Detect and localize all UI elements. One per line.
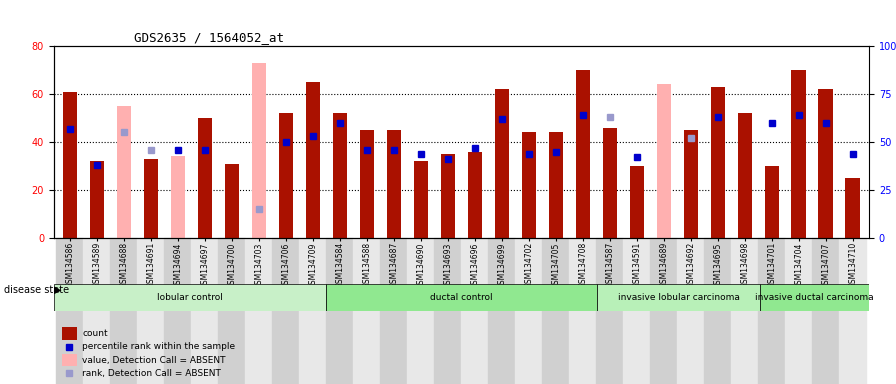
Bar <box>252 63 266 238</box>
Text: invasive ductal carcinoma: invasive ductal carcinoma <box>755 293 874 302</box>
Text: rank, Detection Call = ABSENT: rank, Detection Call = ABSENT <box>82 369 221 378</box>
Bar <box>192 238 219 384</box>
Bar <box>62 327 76 339</box>
Bar <box>840 238 866 384</box>
Text: invasive lobular carcinoma: invasive lobular carcinoma <box>618 293 740 302</box>
Bar <box>650 238 677 384</box>
Bar <box>306 82 321 238</box>
Bar <box>83 238 110 384</box>
Bar <box>657 84 671 238</box>
FancyBboxPatch shape <box>325 284 598 311</box>
Bar <box>764 166 780 238</box>
Text: disease state: disease state <box>4 285 70 295</box>
Bar <box>468 152 482 238</box>
Bar <box>408 238 435 384</box>
Bar <box>414 161 428 238</box>
Bar <box>575 70 590 238</box>
Bar <box>246 238 272 384</box>
Bar <box>684 130 698 238</box>
Bar <box>515 238 542 384</box>
Bar <box>170 157 185 238</box>
Text: count: count <box>82 329 108 338</box>
Bar <box>219 238 246 384</box>
Bar <box>299 238 326 384</box>
Bar <box>630 166 644 238</box>
Bar <box>624 238 650 384</box>
Bar <box>597 238 624 384</box>
Bar <box>542 238 570 384</box>
Bar <box>386 130 401 238</box>
Bar <box>279 113 293 238</box>
Bar <box>272 238 299 384</box>
Bar <box>116 106 132 238</box>
Bar <box>495 89 509 238</box>
Text: GDS2635 / 1564052_at: GDS2635 / 1564052_at <box>134 31 284 44</box>
Bar <box>143 159 159 238</box>
Bar <box>197 118 212 238</box>
Bar <box>548 132 564 238</box>
FancyBboxPatch shape <box>54 284 325 311</box>
Bar <box>677 238 704 384</box>
Text: value, Detection Call = ABSENT: value, Detection Call = ABSENT <box>82 356 226 364</box>
Bar <box>165 238 192 384</box>
Bar <box>521 132 537 238</box>
Bar <box>435 238 461 384</box>
Bar <box>110 238 137 384</box>
Bar <box>353 238 381 384</box>
Bar <box>786 238 813 384</box>
Bar <box>332 113 348 238</box>
Bar <box>731 238 758 384</box>
Bar <box>758 238 786 384</box>
Bar <box>791 70 806 238</box>
Bar <box>704 238 731 384</box>
Bar <box>56 238 83 384</box>
FancyBboxPatch shape <box>761 284 869 311</box>
Text: percentile rank within the sample: percentile rank within the sample <box>82 342 236 351</box>
Bar <box>737 113 753 238</box>
Bar <box>441 154 455 238</box>
Text: ductal control: ductal control <box>430 293 493 302</box>
Bar <box>137 238 165 384</box>
Bar <box>326 238 353 384</box>
Bar <box>846 178 860 238</box>
Text: ▶: ▶ <box>54 285 61 295</box>
Bar <box>63 92 77 238</box>
Bar <box>488 238 515 384</box>
Bar <box>90 161 104 238</box>
Bar <box>461 238 488 384</box>
Bar <box>359 130 375 238</box>
Bar <box>225 164 239 238</box>
Bar <box>711 87 726 238</box>
Bar <box>819 89 833 238</box>
Bar <box>602 127 617 238</box>
FancyBboxPatch shape <box>598 284 761 311</box>
Bar <box>62 354 76 366</box>
Bar <box>813 238 840 384</box>
Bar <box>570 238 597 384</box>
Bar <box>381 238 408 384</box>
Text: lobular control: lobular control <box>157 293 222 302</box>
